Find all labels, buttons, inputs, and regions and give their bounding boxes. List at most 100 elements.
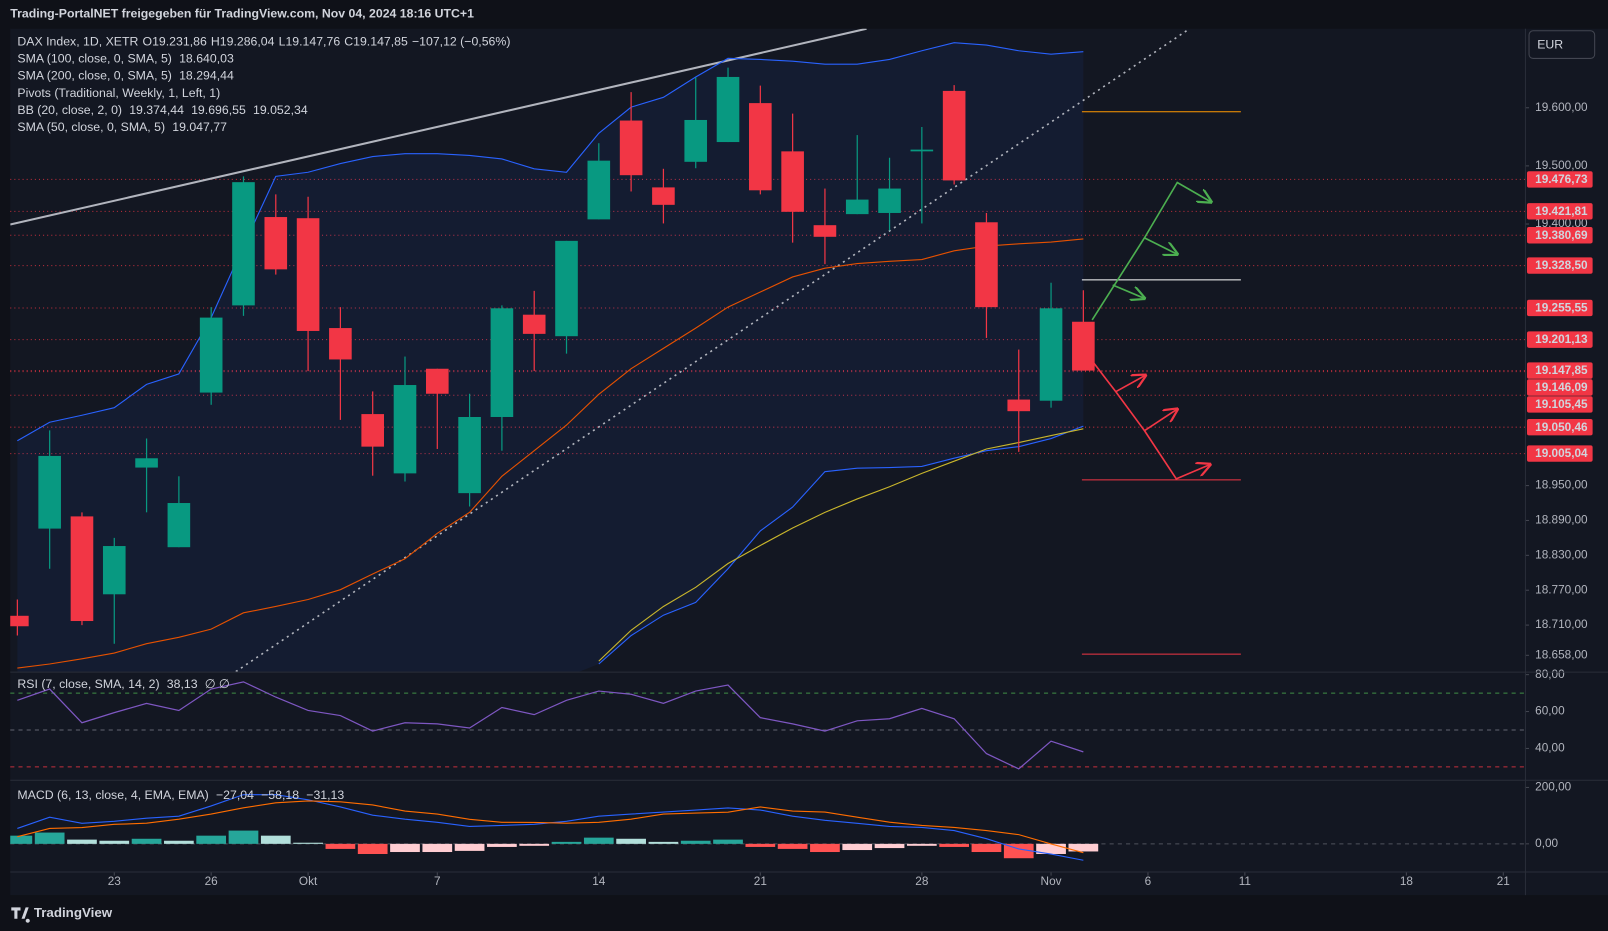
indicator-line — [17, 42, 1084, 442]
level-tag — [1526, 396, 1593, 413]
candle-body — [264, 217, 288, 270]
main-plot — [10, 42, 1095, 669]
bull-arrow — [1112, 284, 1145, 298]
histogram-bar — [164, 840, 194, 844]
ohlc-reading: H19.286,04 — [211, 34, 275, 48]
candle-body — [232, 182, 255, 306]
indicator-line — [598, 428, 1084, 662]
histogram-bar — [67, 839, 97, 844]
ohlc-reading: C19.147,85 — [344, 34, 408, 48]
candle-body — [361, 414, 384, 447]
candle-body — [716, 76, 740, 143]
candle-body — [652, 187, 675, 205]
candle-body — [102, 546, 126, 595]
histogram-bar — [583, 837, 614, 844]
indicator-line — [17, 238, 1084, 669]
candle-body — [70, 516, 94, 622]
histogram-bar — [519, 843, 550, 846]
candle-body — [813, 225, 837, 237]
histogram-bar — [131, 838, 162, 844]
x-tick-label: 7 — [434, 875, 441, 888]
histogram-bar — [1068, 843, 1099, 852]
y-tick-label: 60,00 — [1535, 705, 1565, 718]
brand-name: TradingView — [34, 905, 113, 920]
x-tick-label: 21 — [754, 875, 767, 888]
candle-body — [167, 503, 191, 548]
level-label: 19.146,09 — [1535, 381, 1588, 394]
y-tick-label: 200,00 — [1535, 781, 1571, 794]
macd-reading: −31,13 — [306, 788, 344, 802]
indicator-reading: 19.047,77 — [172, 120, 227, 134]
share-header: Trading-PortalNET freigegeben für Tradin… — [10, 7, 474, 21]
y-tick-label: 18.770,00 — [1535, 583, 1588, 596]
histogram-bar — [1036, 843, 1066, 854]
level-label: 19.105,45 — [1535, 398, 1588, 411]
candle-body — [199, 317, 223, 393]
x-tick-label: 18 — [1400, 875, 1414, 888]
histogram-bar — [648, 841, 679, 844]
indicator-reading: 19.374,44 — [129, 103, 184, 117]
histogram-bar — [777, 843, 808, 849]
currency-button-frame[interactable] — [1528, 30, 1596, 59]
histogram-bar — [10, 835, 33, 844]
level-label: 19.328,50 — [1535, 259, 1588, 272]
candle-body — [749, 103, 772, 191]
candle-body — [425, 368, 449, 394]
histogram-bar — [810, 843, 840, 853]
macd-reading: −27,04 — [216, 788, 254, 802]
level-tag — [1526, 445, 1593, 462]
data-layer: 19.476,73 19.421,81 19.380,69 19.328,50 19.2… — [10, 34, 1593, 861]
candle-body — [38, 455, 61, 529]
x-tick-label: 21 — [1497, 875, 1510, 888]
candle-body — [587, 160, 611, 220]
x-tick-label: Nov — [1041, 875, 1062, 888]
rsi-line — [17, 681, 1084, 770]
chart-area — [10, 28, 1608, 896]
x-tick-label: 23 — [108, 875, 122, 888]
level-tag — [1526, 362, 1593, 379]
y-tick-label: 18.710,00 — [1535, 618, 1588, 631]
dotted-trend-line — [235, 28, 1191, 672]
indicator-name: SMA (200, close, 0, SMA, 5) — [17, 69, 171, 83]
y-tick-label: 0,00 — [1535, 837, 1558, 850]
level-tag — [1526, 418, 1593, 436]
brand-logo: TradingView — [11, 905, 113, 923]
histogram-bar — [713, 839, 743, 844]
brand-icon — [11, 907, 30, 923]
histogram-bar — [939, 843, 970, 847]
candle-body — [942, 90, 966, 181]
indicator-reading: 18.294,44 — [179, 69, 234, 83]
x-tick-label: Okt — [299, 875, 318, 888]
y-tick-label: 18.830,00 — [1535, 548, 1588, 561]
x-tick-label: 11 — [1239, 875, 1251, 888]
currency-button[interactable]: EUR — [1528, 30, 1596, 59]
macd-plot — [10, 794, 1099, 861]
level-label: 19.255,55 — [1535, 302, 1588, 315]
histogram-bar — [228, 830, 259, 844]
x-tick-label: 28 — [915, 875, 929, 888]
histogram-bar — [325, 843, 356, 849]
histogram-bar — [874, 843, 905, 849]
histogram-bar — [260, 835, 291, 844]
histogram-bar — [551, 841, 582, 844]
bear-arrow — [1115, 375, 1146, 393]
level-label: 19.050,46 — [1535, 421, 1588, 434]
histogram-bar — [390, 843, 420, 853]
macd-line — [17, 800, 1084, 854]
histogram-bar — [34, 832, 65, 844]
histogram-bar — [616, 838, 646, 844]
candle-body — [975, 222, 998, 308]
currency-label[interactable]: EUR — [1537, 37, 1563, 51]
band-fill — [17, 42, 1084, 672]
candle-body — [781, 151, 804, 212]
level-label: 19.380,69 — [1535, 229, 1588, 242]
y-tick-label: 18.950,00 — [1535, 479, 1588, 492]
pivot-lines — [1081, 111, 1241, 655]
candle-body — [10, 615, 29, 627]
candle-body — [878, 188, 901, 213]
histogram-bar — [745, 843, 776, 847]
candle-body — [458, 416, 481, 494]
level-label: 19.005,04 — [1535, 447, 1588, 460]
indicator-line — [598, 425, 1084, 665]
